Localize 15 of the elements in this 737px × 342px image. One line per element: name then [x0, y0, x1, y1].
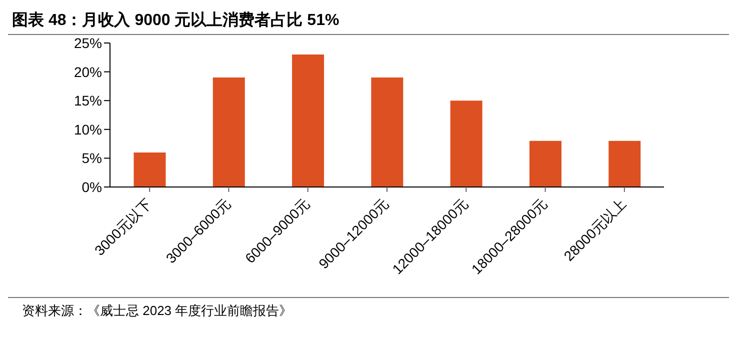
text: 资料来源：《威士忌 2023 年度行业前瞻报告》	[22, 302, 294, 320]
bar	[134, 152, 166, 187]
bar	[450, 100, 482, 187]
y-tick-label: 20%	[74, 64, 102, 80]
bar	[212, 78, 245, 187]
y-tick-label: 15%	[74, 92, 102, 109]
bar	[292, 54, 324, 187]
y-tick-label: 5%	[82, 150, 102, 166]
chart-title: 图表 48：月收入 9000 元以上消费者占比 51%	[8, 8, 729, 35]
y-tick-label: 10%	[74, 121, 102, 138]
y-tick-label: 0%	[82, 178, 102, 195]
y-tick-label: 25%	[74, 34, 102, 51]
bar	[529, 140, 562, 187]
bar	[371, 78, 404, 187]
bar	[608, 140, 641, 187]
